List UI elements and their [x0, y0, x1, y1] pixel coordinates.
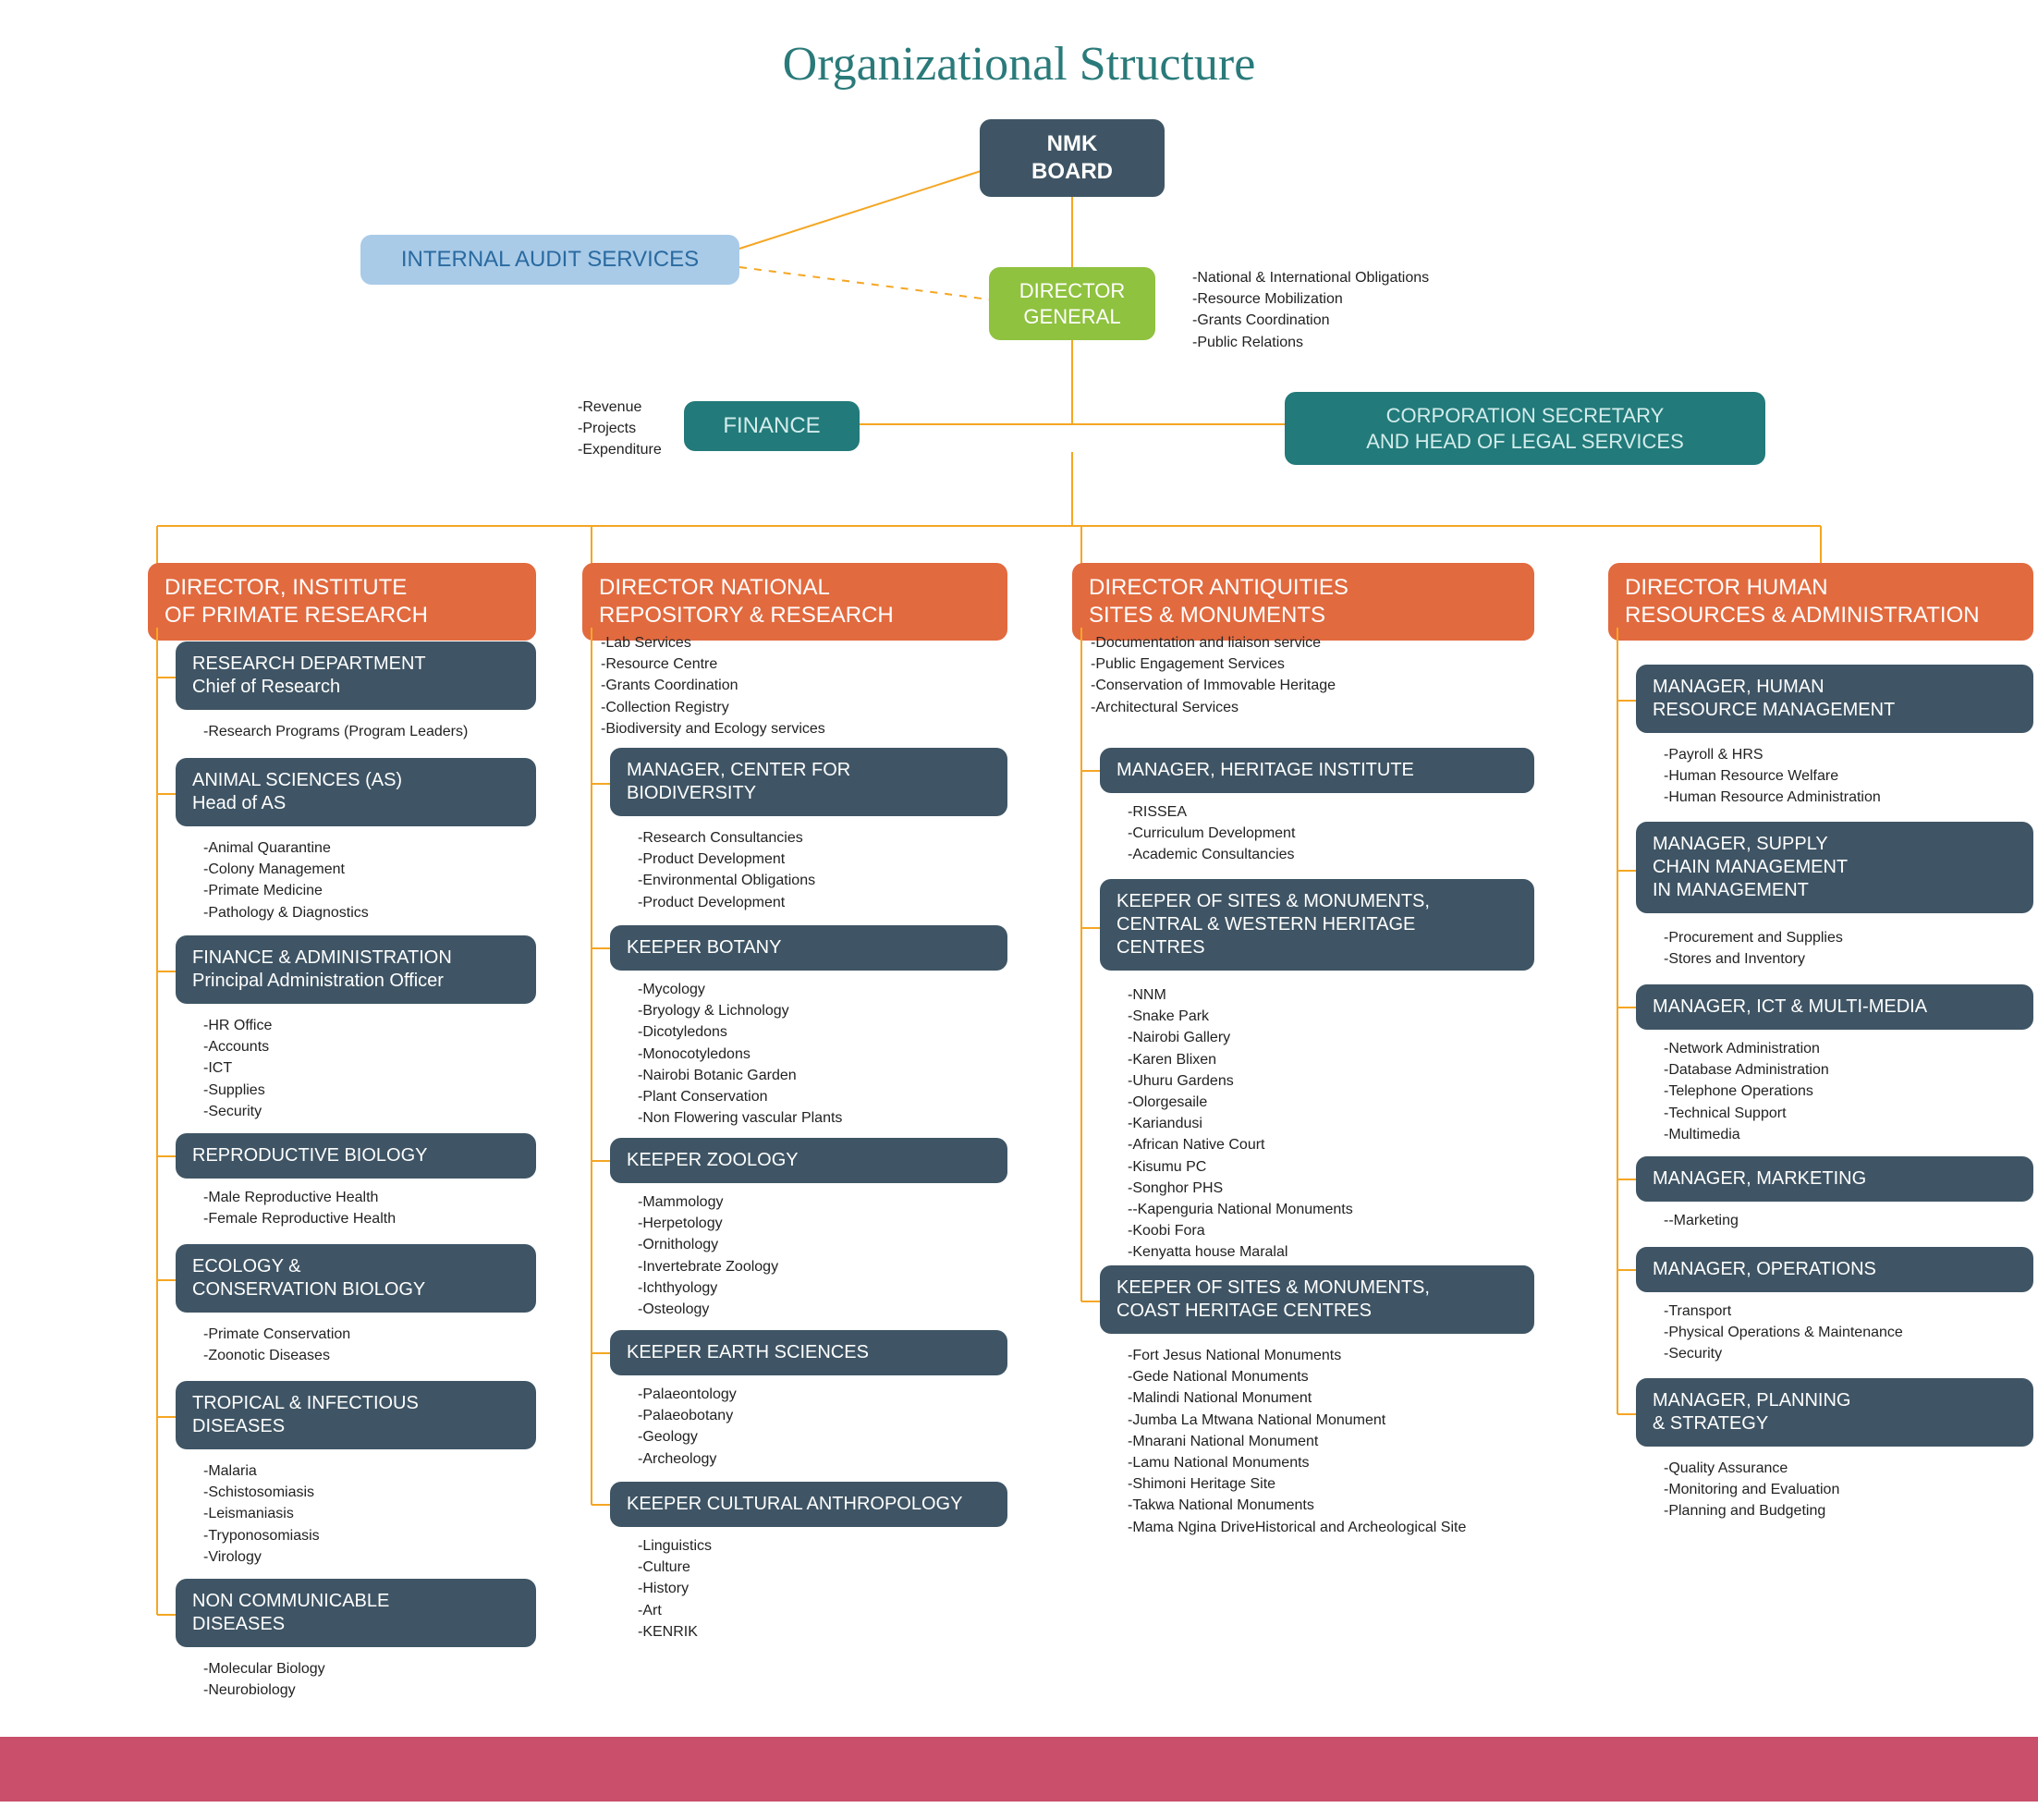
unit-node: TROPICAL & INFECTIOUS DISEASES	[176, 1381, 536, 1449]
unit-node: KEEPER ZOOLOGY	[610, 1138, 1007, 1183]
director-items: Documentation and liaison servicePublic …	[1091, 632, 1336, 718]
node-board: NMK BOARD	[980, 119, 1165, 197]
unit-node: KEEPER CULTURAL ANTHROPOLOGY	[610, 1482, 1007, 1527]
unit-node: MANAGER, SUPPLY CHAIN MANAGEMENT IN MANA…	[1636, 822, 2033, 913]
page-title: Organizational Structure	[55, 37, 1983, 92]
unit-items: Research ConsultanciesProduct Developmen…	[638, 827, 815, 913]
unit-items: Research Programs (Program Leaders)	[203, 721, 468, 742]
unit-items: NNMSnake ParkNairobi GalleryKaren Blixen…	[1128, 984, 1353, 1263]
unit-node: MANAGER, MARKETING	[1636, 1156, 2033, 1202]
unit-node: RESEARCH DEPARTMENT Chief of Research	[176, 641, 536, 710]
finance-notes: RevenueProjectsExpenditure	[578, 397, 662, 461]
director-items: Lab ServicesResource CentreGrants Coordi…	[601, 632, 825, 739]
unit-items: PalaeontologyPalaeobotanyGeologyArcheolo…	[638, 1384, 737, 1470]
director-node: DIRECTOR, INSTITUTE OF PRIMATE RESEARCH	[148, 563, 536, 641]
unit-items: RISSEACurriculum DevelopmentAcademic Con…	[1128, 801, 1295, 866]
unit-items: Quality AssuranceMonitoring and Evaluati…	[1664, 1458, 1839, 1522]
unit-node: MANAGER, CENTER FOR BIODIVERSITY	[610, 748, 1007, 816]
unit-node: FINANCE & ADMINISTRATION Principal Admin…	[176, 935, 536, 1004]
unit-node: KEEPER OF SITES & MONUMENTS, COAST HERIT…	[1100, 1265, 1534, 1334]
unit-node: ANIMAL SCIENCES (AS) Head of AS	[176, 758, 536, 826]
unit-node: REPRODUCTIVE BIOLOGY	[176, 1133, 536, 1179]
unit-items: Payroll & HRSHuman Resource WelfareHuman…	[1664, 744, 1881, 809]
node-dg: DIRECTOR GENERAL	[989, 267, 1155, 340]
unit-items: Male Reproductive HealthFemale Reproduct…	[203, 1187, 396, 1229]
unit-items: HR OfficeAccountsICTSuppliesSecurity	[203, 1015, 272, 1122]
unit-node: KEEPER EARTH SCIENCES	[610, 1330, 1007, 1375]
director-node: DIRECTOR HUMAN RESOURCES & ADMINISTRATIO…	[1608, 563, 2033, 641]
org-chart-canvas: NMK BOARD INTERNAL AUDIT SERVICES DIRECT…	[55, 119, 1983, 1802]
unit-items: MammologyHerpetologyOrnithologyInvertebr…	[638, 1191, 778, 1320]
dg-notes: National & International ObligationsReso…	[1192, 267, 1429, 353]
unit-items: MycologyBryology & LichnologyDicotyledon…	[638, 979, 842, 1129]
unit-node: NON COMMUNICABLE DISEASES	[176, 1579, 536, 1647]
unit-items: LinguisticsCultureHistoryArtKENRIK	[638, 1535, 712, 1643]
unit-items: Fort Jesus National MonumentsGede Nation…	[1128, 1345, 1466, 1538]
unit-node: MANAGER, HUMAN RESOURCE MANAGEMENT	[1636, 665, 2033, 733]
unit-items: Network AdministrationDatabase Administr…	[1664, 1038, 1829, 1145]
unit-items: MalariaSchistosomiasisLeismaniasisTrypon…	[203, 1460, 320, 1568]
unit-items: Molecular BiologyNeurobiology	[203, 1658, 325, 1701]
unit-node: KEEPER OF SITES & MONUMENTS, CENTRAL & W…	[1100, 879, 1534, 971]
unit-node: KEEPER BOTANY	[610, 925, 1007, 971]
unit-items: Primate ConservationZoonotic Diseases	[203, 1324, 350, 1366]
footer-bar	[0, 1737, 2038, 1802]
unit-items: TransportPhysical Operations & Maintenan…	[1664, 1301, 1903, 1365]
unit-items: -Marketing	[1664, 1210, 1739, 1231]
unit-items: Procurement and SuppliesStores and Inven…	[1664, 927, 1843, 970]
node-finance: FINANCE	[684, 401, 860, 451]
unit-node: MANAGER, PLANNING & STRATEGY	[1636, 1378, 2033, 1447]
unit-node: MANAGER, HERITAGE INSTITUTE	[1100, 748, 1534, 793]
director-node: DIRECTOR ANTIQUITIES SITES & MONUMENTS	[1072, 563, 1534, 641]
unit-node: MANAGER, ICT & MULTI-MEDIA	[1636, 984, 2033, 1030]
node-audit: INTERNAL AUDIT SERVICES	[360, 235, 739, 285]
node-corpsec: CORPORATION SECRETARY AND HEAD OF LEGAL …	[1285, 392, 1765, 465]
unit-items: Animal QuarantineColony ManagementPrimat…	[203, 837, 369, 923]
director-node: DIRECTOR NATIONAL REPOSITORY & RESEARCH	[582, 563, 1007, 641]
unit-node: MANAGER, OPERATIONS	[1636, 1247, 2033, 1292]
unit-node: ECOLOGY & CONSERVATION BIOLOGY	[176, 1244, 536, 1313]
